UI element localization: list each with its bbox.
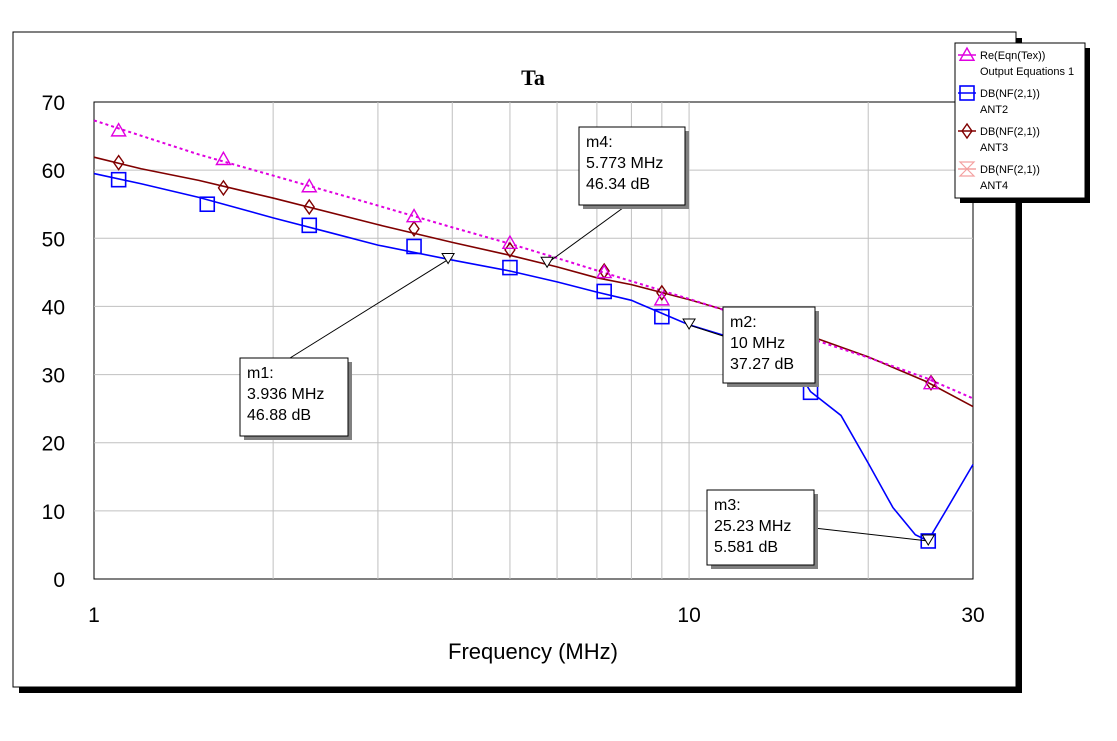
- marker-label: m2:: [730, 314, 757, 331]
- x-tick-label: 30: [961, 604, 984, 627]
- diamond-point: [961, 122, 973, 140]
- marker-point: [540, 256, 554, 269]
- y-tick-label: 10: [42, 501, 65, 524]
- legend-series-subname: Output Equations 1: [980, 66, 1074, 78]
- square-point: [406, 238, 422, 255]
- legend-series-name: Re(Eqn(Tex)): [980, 50, 1045, 62]
- marker-freq: 10 MHz: [730, 335, 785, 352]
- square-point: [959, 85, 975, 101]
- diamond-point: [925, 374, 937, 391]
- marker-label: m1:: [247, 365, 274, 382]
- triangle-point: [922, 375, 940, 390]
- square-point: [596, 283, 612, 300]
- triangle-point: [958, 46, 976, 61]
- legend-series-subname: ANT3: [980, 142, 1008, 154]
- triangle-point: [595, 263, 613, 279]
- marker-label: m4:: [586, 134, 613, 151]
- y-tick-label: 20: [42, 433, 65, 456]
- marker-value: 46.88 dB: [247, 407, 311, 424]
- marker-point: [682, 318, 696, 331]
- diamond-point: [408, 220, 420, 237]
- triangle-point: [501, 234, 519, 250]
- marker-box: [722, 306, 816, 384]
- marker-box: [578, 126, 686, 206]
- square-point: [199, 196, 216, 213]
- marker-freq: 25.23 MHz: [714, 518, 791, 535]
- marker-leader-line: [289, 259, 449, 359]
- diamond-point: [303, 198, 316, 216]
- marker-box: [706, 489, 815, 566]
- marker-point: [921, 534, 936, 546]
- legend-series-subname: ANT4: [980, 180, 1008, 192]
- y-tick-label: 60: [42, 160, 65, 183]
- marker-leader-line: [546, 204, 628, 264]
- diamond-point: [217, 179, 230, 197]
- triangle-point: [653, 291, 671, 306]
- y-tick-label: 70: [42, 92, 65, 115]
- y-tick-label: 0: [53, 569, 65, 592]
- y-tick-label: 30: [42, 365, 65, 388]
- marker-label: m3:: [714, 497, 741, 514]
- triangle-point: [110, 122, 127, 137]
- y-tick-label: 40: [42, 296, 65, 319]
- square-point: [110, 171, 127, 188]
- square-point: [301, 217, 318, 234]
- marker-freq: 3.936 MHz: [247, 386, 324, 403]
- legend: Re(Eqn(Tex)) Output Equations 1 DB(NF(2,1)…: [954, 42, 1090, 203]
- plot-area: [93, 101, 974, 580]
- triangle-point: [215, 150, 232, 166]
- triangle-point: [301, 178, 318, 193]
- marker-value: 5.581 dB: [714, 539, 778, 556]
- y-tick-label: 50: [42, 228, 65, 251]
- marker-box: [239, 357, 349, 437]
- legend-series-name: DB(NF(2,1)): [980, 126, 1040, 138]
- marker-freq: 5.773 MHz: [586, 155, 663, 172]
- series-line-ant3: [93, 156, 974, 408]
- diamond-point: [504, 241, 516, 259]
- legend-series-name: DB(NF(2,1)): [980, 88, 1040, 100]
- ticks: 0 10 20 30 40 50 60 70 1 10 30: [42, 92, 985, 627]
- x-tick-label: 1: [88, 604, 100, 627]
- marker-value: 46.34 dB: [586, 176, 650, 193]
- diamond-point: [656, 284, 668, 302]
- series-line-output-equations-1: [93, 119, 974, 400]
- x-axis-label: Frequency (MHz): [448, 639, 618, 664]
- square-point: [502, 259, 518, 276]
- diamond-point: [112, 154, 125, 171]
- square-point: [654, 308, 670, 325]
- marker-annotations: m1: 3.936 MHz 46.88 dB m4: 5.773 MHz 46.34 dB…: [239, 126, 936, 569]
- square-point: [920, 533, 937, 549]
- triangle-point: [405, 208, 423, 223]
- hourglass-point: [958, 161, 976, 177]
- legend-series-name: DB(NF(2,1)): [980, 164, 1040, 176]
- marker-value: 37.27 dB: [730, 356, 794, 373]
- marker-point: [441, 253, 455, 265]
- legend-box: [954, 42, 1086, 199]
- legend-series-subname: ANT2: [980, 104, 1008, 116]
- marker-leader-line: [813, 527, 929, 542]
- x-tick-label: 10: [677, 604, 700, 627]
- chart-title: Ta: [521, 65, 545, 90]
- marker-leader-line: [688, 324, 724, 337]
